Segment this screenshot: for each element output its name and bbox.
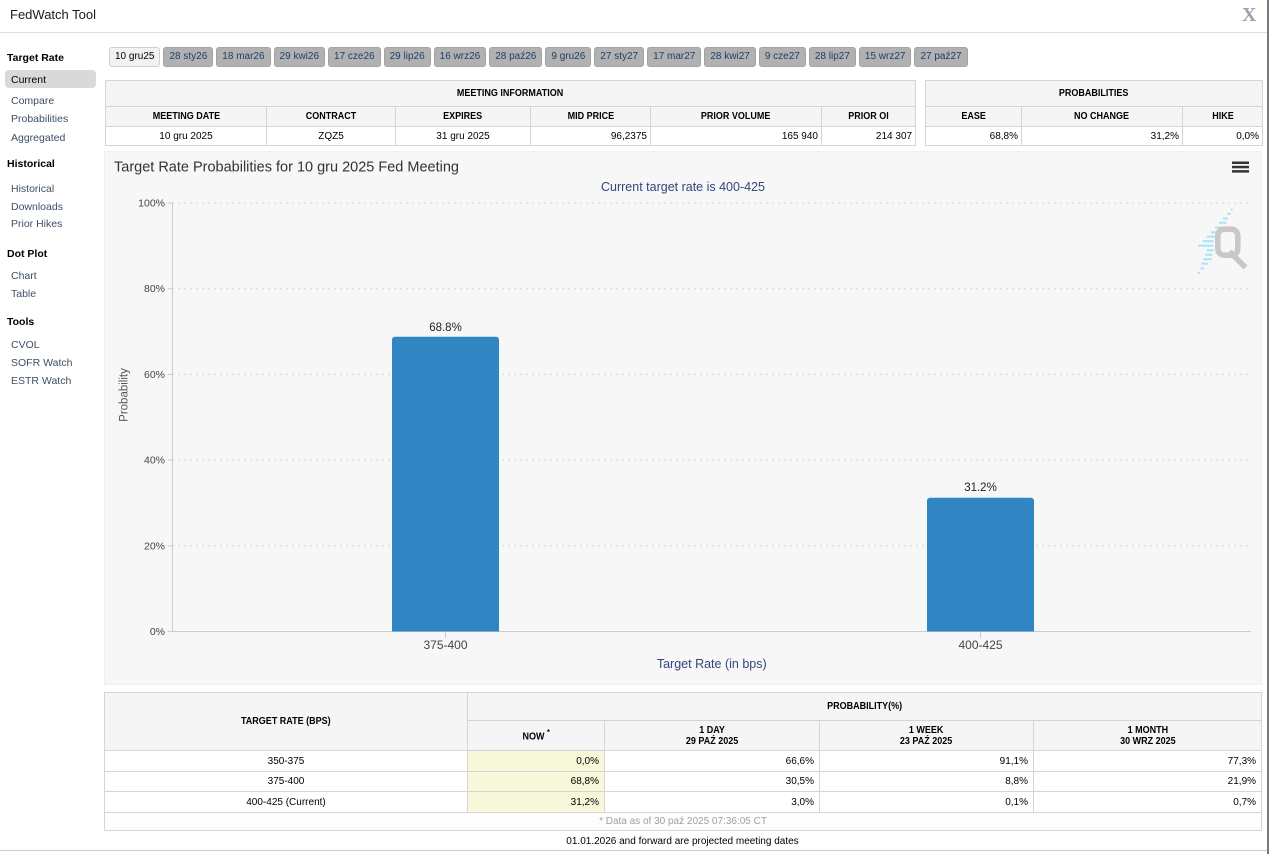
svg-text:40%: 40%	[144, 455, 165, 467]
svg-text:Probability: Probability	[119, 368, 131, 422]
svg-text:375-400: 375-400	[423, 638, 467, 652]
svg-text:0%: 0%	[150, 626, 165, 638]
svg-text:68.8%: 68.8%	[429, 322, 462, 334]
svg-text:Target Rate (in bps): Target Rate (in bps)	[657, 657, 767, 671]
svg-text:400-425: 400-425	[958, 638, 1002, 652]
svg-text:60%: 60%	[144, 369, 165, 381]
svg-text:100%: 100%	[138, 198, 165, 210]
svg-text:Target Rate Probabilities for: Target Rate Probabilities for 10 gru 202…	[114, 160, 459, 176]
svg-text:20%: 20%	[144, 540, 165, 552]
svg-text:31.2%: 31.2%	[964, 482, 997, 494]
svg-text:Current target rate is 400-425: Current target rate is 400-425	[601, 180, 765, 194]
svg-text:80%: 80%	[144, 283, 165, 295]
